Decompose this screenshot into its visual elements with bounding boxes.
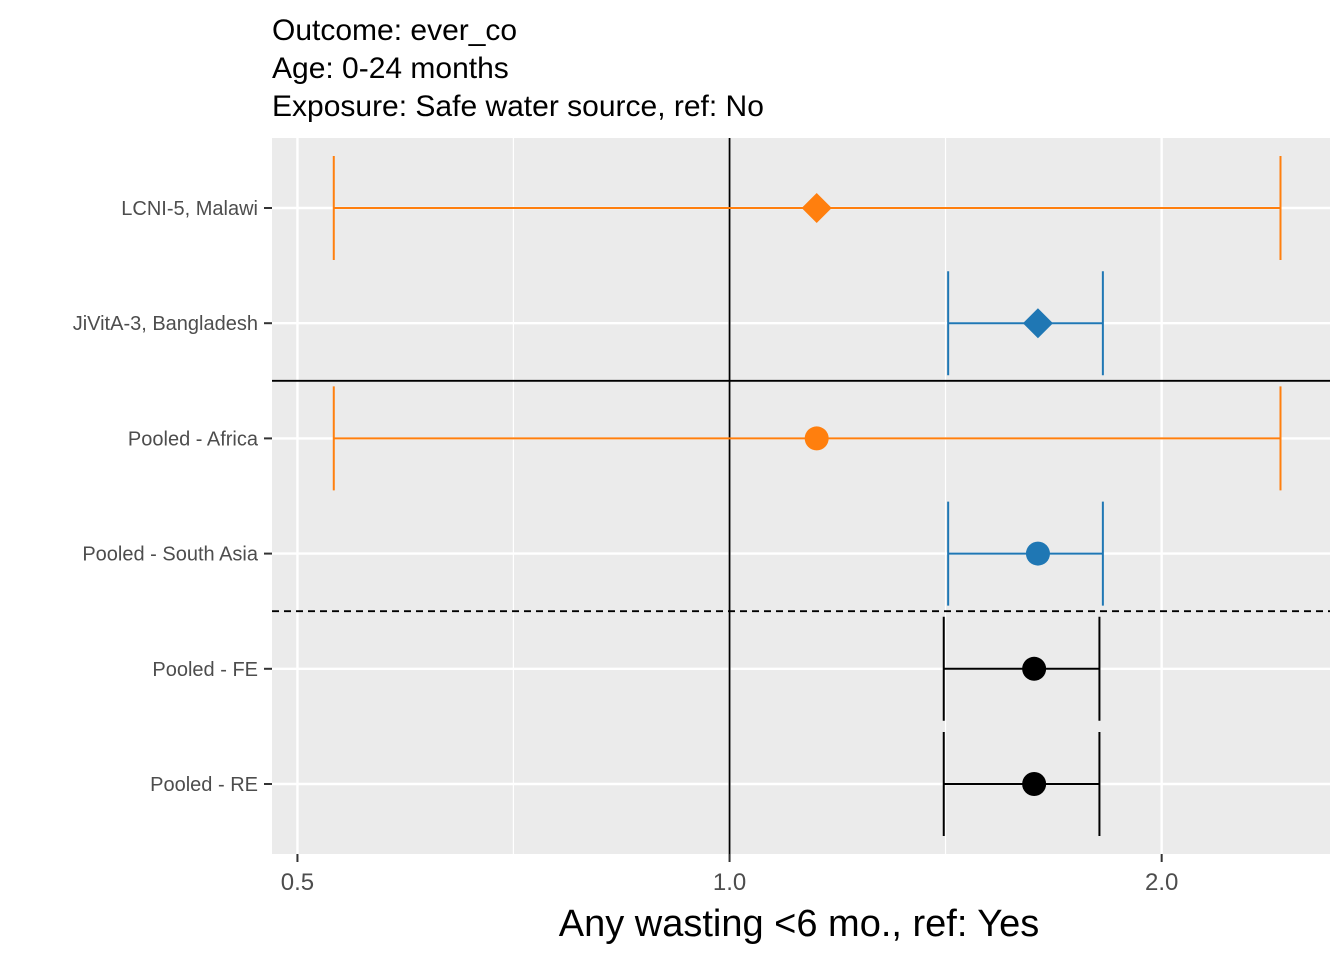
axes: LCNI-5, Malawi JiVitA-3, Bangladesh Pooled… bbox=[73, 198, 1179, 896]
y-tick-label: Pooled - South Asia bbox=[82, 544, 259, 566]
y-tick-label: Pooled - RE bbox=[150, 774, 258, 796]
y-tick-label: LCNI-5, Malawi bbox=[121, 198, 258, 220]
x-tick-label: 0.5 bbox=[281, 869, 314, 896]
title-line-exposure: Exposure: Safe water source, ref: No bbox=[272, 90, 764, 123]
estimate-circle-point bbox=[1025, 541, 1050, 566]
x-tick-label: 1.0 bbox=[713, 869, 746, 896]
estimate-circle-point bbox=[1022, 656, 1047, 681]
y-tick-label: JiVitA-3, Bangladesh bbox=[73, 313, 258, 335]
chart-title: Outcome: ever_co Age: 0-24 months Exposu… bbox=[272, 12, 764, 126]
data-marks bbox=[332, 156, 1282, 836]
estimate-diamond-point bbox=[801, 193, 832, 223]
x-axis-title: Any wasting <6 mo., ref: Yes bbox=[559, 903, 1040, 945]
estimate-circle-point bbox=[804, 426, 829, 451]
estimate-circle-point bbox=[1022, 772, 1047, 796]
title-line-age: Age: 0-24 months bbox=[272, 52, 509, 85]
plot-panel bbox=[272, 138, 1330, 854]
reference-lines bbox=[272, 138, 1330, 854]
y-tick-label: Pooled - Africa bbox=[128, 428, 259, 450]
estimate-diamond-point bbox=[1022, 308, 1053, 339]
x-tick-label: 2.0 bbox=[1145, 869, 1178, 896]
title-line-outcome: Outcome: ever_co bbox=[272, 14, 518, 47]
y-tick-label: Pooled - FE bbox=[152, 659, 258, 681]
